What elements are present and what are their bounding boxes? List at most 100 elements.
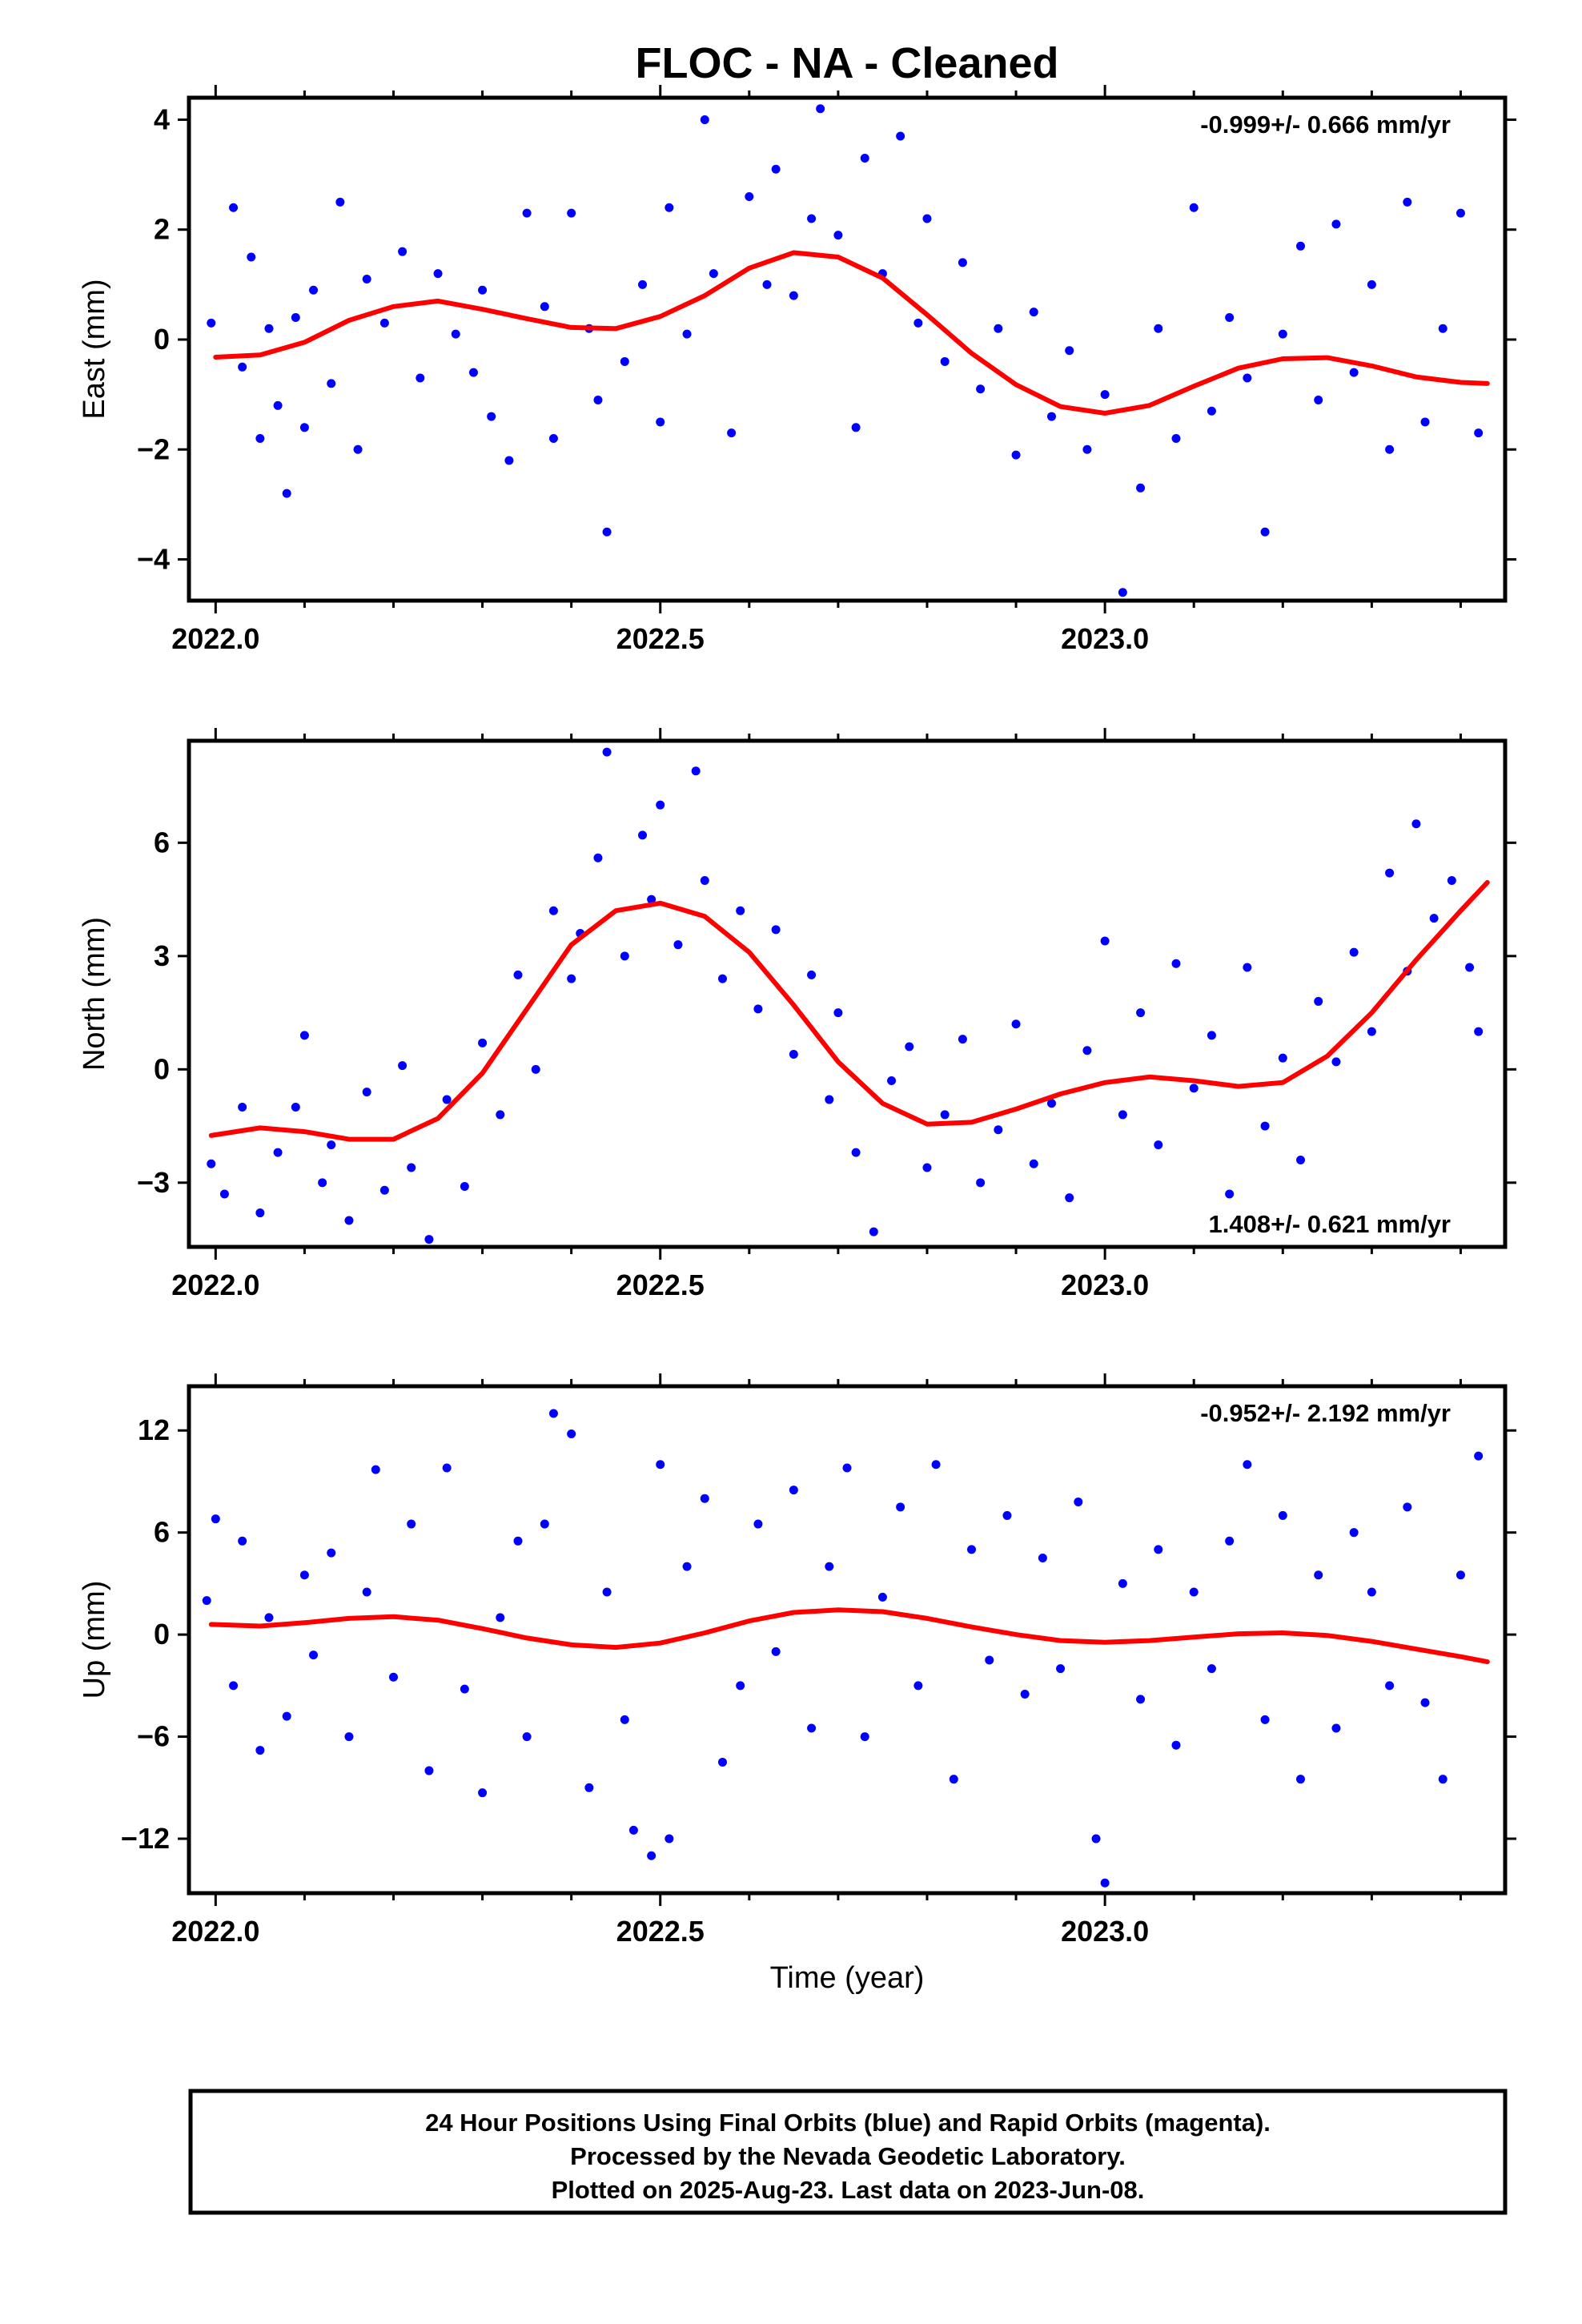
data-point bbox=[887, 1076, 897, 1085]
data-point bbox=[602, 527, 612, 537]
footer-frame bbox=[188, 2089, 1508, 2215]
data-point bbox=[647, 895, 656, 904]
data-point bbox=[496, 1613, 505, 1622]
data-point bbox=[807, 1723, 817, 1733]
x-tick-label: 2022.5 bbox=[616, 622, 705, 655]
data-point bbox=[1296, 1775, 1306, 1784]
data-point bbox=[1225, 1189, 1235, 1199]
rate-label: -0.952+/- 2.192 mm/yr bbox=[1200, 1399, 1451, 1427]
data-point bbox=[255, 1746, 265, 1755]
data-point bbox=[638, 830, 648, 840]
data-point bbox=[1331, 219, 1341, 229]
data-point bbox=[896, 131, 905, 141]
data-point bbox=[807, 970, 817, 979]
data-point bbox=[1243, 963, 1252, 972]
data-point bbox=[513, 1536, 523, 1546]
data-point bbox=[673, 940, 683, 950]
data-point bbox=[362, 274, 371, 283]
data-point bbox=[1020, 1689, 1030, 1699]
data-point bbox=[478, 285, 488, 295]
data-point bbox=[1260, 1715, 1270, 1724]
data-point bbox=[388, 1672, 398, 1682]
data-point bbox=[789, 291, 798, 300]
data-point bbox=[709, 269, 718, 279]
data-point bbox=[540, 1519, 549, 1529]
data-point bbox=[976, 1178, 986, 1188]
data-point bbox=[1260, 1121, 1270, 1131]
data-point bbox=[602, 747, 612, 757]
data-point bbox=[628, 1825, 638, 1835]
data-point bbox=[1349, 947, 1359, 957]
data-point bbox=[1118, 1578, 1127, 1588]
data-point bbox=[238, 1536, 247, 1546]
data-point bbox=[1029, 1159, 1038, 1168]
data-point bbox=[1331, 1723, 1341, 1733]
data-point bbox=[1100, 390, 1110, 400]
data-point bbox=[833, 231, 843, 240]
data-point bbox=[1225, 313, 1235, 323]
data-point bbox=[309, 285, 319, 295]
data-point bbox=[1474, 1027, 1484, 1036]
data-point bbox=[1367, 279, 1376, 289]
data-point bbox=[976, 384, 986, 394]
footer-line-2: Processed by the Nevada Geodetic Laborat… bbox=[570, 2142, 1126, 2170]
data-point bbox=[1243, 1460, 1252, 1470]
data-point bbox=[1029, 308, 1038, 317]
data-point bbox=[931, 1460, 941, 1470]
y-axis-label: East (mm) bbox=[78, 279, 111, 419]
data-point bbox=[825, 1562, 834, 1571]
data-point bbox=[1189, 1587, 1199, 1597]
data-point bbox=[958, 258, 967, 267]
data-point bbox=[1038, 1554, 1047, 1563]
data-point bbox=[1136, 483, 1146, 493]
data-point bbox=[1136, 1008, 1146, 1018]
data-point bbox=[1314, 1570, 1323, 1580]
data-point bbox=[602, 1587, 612, 1597]
data-point bbox=[513, 970, 523, 979]
data-point bbox=[958, 1035, 967, 1044]
plot-frame bbox=[187, 95, 1508, 603]
data-point bbox=[371, 1465, 380, 1474]
data-point bbox=[309, 1651, 319, 1660]
data-point bbox=[540, 302, 549, 312]
data-point bbox=[789, 1049, 798, 1059]
data-point bbox=[682, 1562, 692, 1571]
data-point bbox=[905, 1042, 914, 1051]
data-point bbox=[1046, 412, 1056, 421]
y-tick-label: 0 bbox=[154, 323, 170, 356]
data-point bbox=[1447, 876, 1456, 886]
data-point bbox=[424, 1766, 434, 1775]
data-point bbox=[771, 1647, 781, 1656]
y-tick-label: 6 bbox=[154, 1516, 170, 1549]
data-point bbox=[1082, 444, 1092, 454]
data-point bbox=[282, 489, 291, 498]
data-point bbox=[940, 1110, 950, 1120]
data-point bbox=[1438, 324, 1447, 333]
data-point bbox=[967, 1545, 977, 1554]
data-point bbox=[398, 1061, 408, 1071]
north-panel: −3 0 3 6 2022.0 2022.5 2023.0 North (mm) 1.408+/… bbox=[78, 728, 1516, 1301]
data-point bbox=[700, 115, 709, 124]
data-point bbox=[229, 1681, 239, 1691]
data-point bbox=[949, 1775, 958, 1784]
data-point bbox=[318, 1178, 327, 1188]
data-point bbox=[1207, 1031, 1216, 1040]
data-point bbox=[842, 1463, 852, 1473]
data-point bbox=[656, 1460, 665, 1470]
data-point bbox=[219, 1189, 229, 1199]
data-point bbox=[478, 1788, 488, 1798]
data-point bbox=[1100, 1878, 1110, 1888]
data-point bbox=[700, 1494, 709, 1503]
data-point bbox=[762, 279, 772, 289]
x-tick-label: 2022.0 bbox=[171, 1269, 259, 1301]
data-point bbox=[548, 434, 558, 444]
data-point bbox=[736, 906, 745, 915]
data-point bbox=[327, 1140, 336, 1150]
plot-frame bbox=[187, 738, 1508, 1249]
data-point bbox=[496, 1110, 505, 1120]
data-point bbox=[567, 1429, 576, 1438]
x-tick-label: 2022.5 bbox=[616, 1269, 705, 1301]
x-tick-label: 2023.0 bbox=[1061, 622, 1149, 655]
rate-label: -0.999+/- 0.666 mm/yr bbox=[1200, 111, 1451, 139]
up-panel: −12 −6 0 6 12 2022.0 2022.5 2023.0 Up (mm) Time (… bbox=[78, 1373, 1516, 1995]
